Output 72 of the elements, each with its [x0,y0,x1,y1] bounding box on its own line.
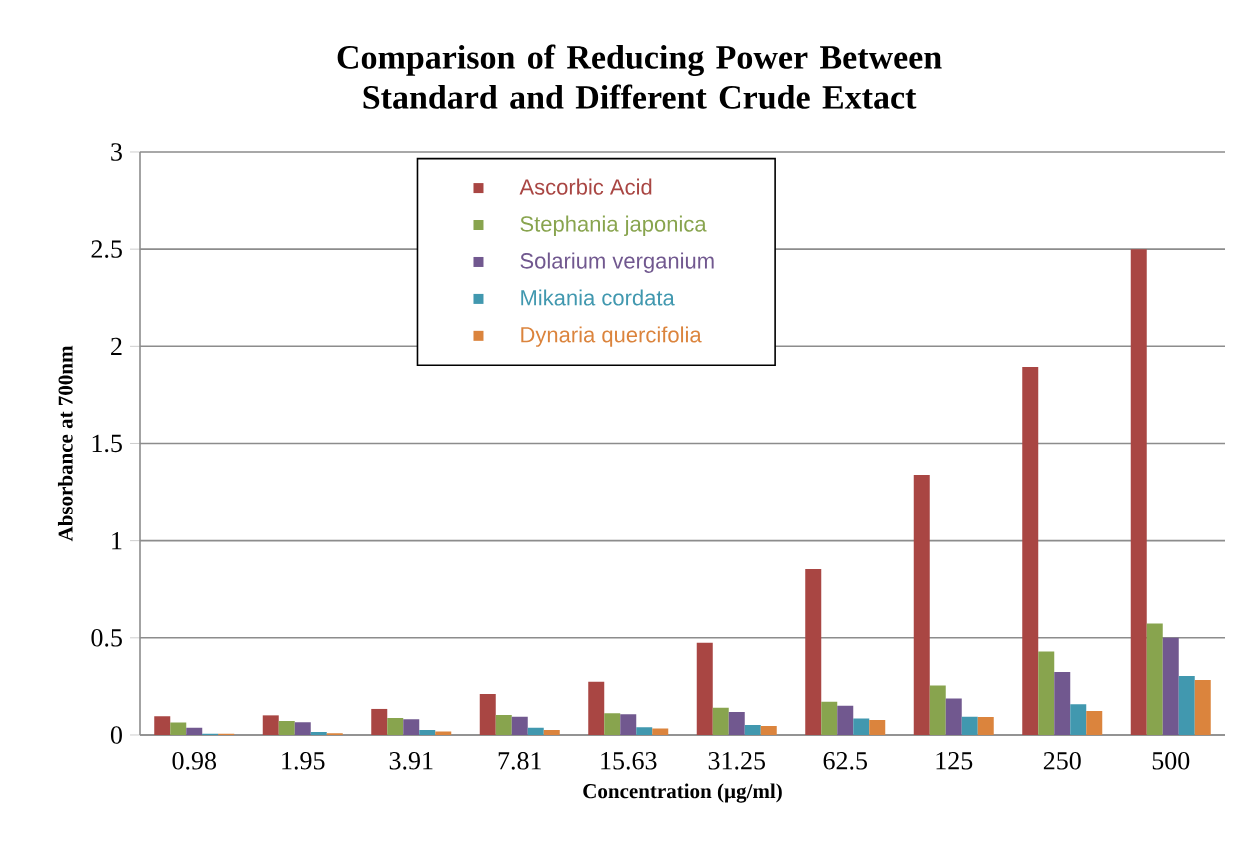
bar [479,693,496,735]
bar [977,717,994,735]
bar [1130,249,1147,735]
bar [945,698,962,735]
x-tick-label: 0.98 [172,752,217,770]
bar [869,720,886,735]
bar [636,727,653,735]
y-axis-title: Absorbance at 700nm [57,345,73,542]
bar [744,725,761,735]
y-tick-label: 3 [111,143,122,161]
bar [154,716,171,735]
bar [929,685,946,735]
y-tick-label: 0.5 [91,628,122,647]
bar [371,708,388,735]
x-tick-label: 7.81 [498,752,541,770]
bar [1022,366,1039,735]
bar [1194,679,1211,735]
legend-label: Mikania cordata [521,289,675,306]
bar [511,716,528,735]
y-tick-label: 0 [110,726,122,744]
legend-label: Stephania japonica [520,215,707,237]
bar [262,715,279,735]
bar [435,731,452,735]
bar [1086,711,1103,735]
legend-label: Ascorbic Acid [519,178,652,195]
bar [387,717,404,735]
bar [961,716,978,735]
bar [1146,623,1163,735]
x-tick-label: 62.5 [823,752,867,770]
bar [1038,651,1055,735]
bar [712,707,729,735]
x-axis-title: Concentration (µg/ml) [583,783,782,803]
bar [278,720,295,735]
bar [696,642,713,735]
y-tick-label: 1.5 [92,434,122,453]
bar [1178,676,1195,735]
chart-title: Comparison of Reducing Power Between Standard and Different Crude Extact [337,44,942,109]
bar [419,729,436,735]
x-tick-label: 500 [1152,752,1190,770]
x-tick-label: 31.25 [708,752,765,770]
bar [495,714,512,735]
bar [821,701,838,735]
bar [620,714,637,735]
bar [604,713,621,735]
bar [588,681,605,735]
y-tick-label: 2.5 [91,240,122,258]
y-tick-label: 2 [111,337,122,355]
bar [760,726,777,735]
y-tick-label: 1 [112,532,122,550]
bar [527,727,544,735]
x-tick-label: 3.91 [389,752,433,770]
bar [170,722,187,735]
bar [853,718,870,735]
bar [310,732,327,735]
bar [652,728,669,735]
bar [403,719,420,735]
bar [837,705,854,735]
legend-label: Dynaria quercifolia [521,326,702,347]
bar [543,729,560,735]
x-tick-label: 125 [936,752,973,770]
bar [294,722,311,735]
bar [1162,637,1179,735]
bar [728,712,745,735]
bar [913,474,930,735]
legend-label: Solarium verganium [520,252,714,273]
bar [805,569,822,735]
x-tick-label: 250 [1043,752,1081,770]
bar [1054,672,1071,735]
bar [186,727,203,735]
x-tick-label: 1.95 [282,752,325,770]
bar [1070,704,1087,735]
x-tick-label: 15.63 [601,752,657,770]
